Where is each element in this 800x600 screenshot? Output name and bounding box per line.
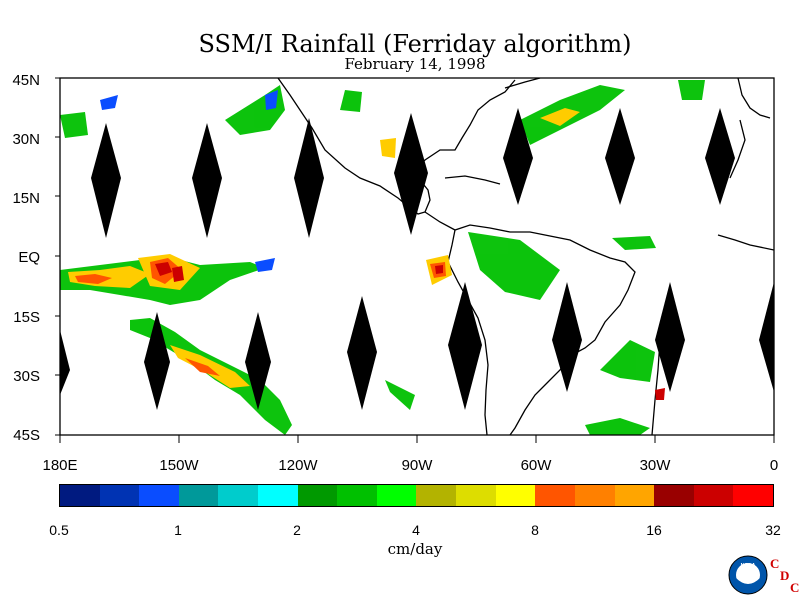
lon-label-60w: 60W: [520, 457, 552, 474]
noaa-logo-text: NOAA: [740, 563, 756, 569]
lat-label-15n: 15N: [12, 190, 40, 207]
colorbar-units: cm/day: [387, 540, 443, 558]
map-date: February 14, 1998: [344, 55, 486, 73]
lat-label-45s: 45S: [13, 427, 40, 444]
colorbar-swatch-16: [693, 485, 734, 506]
cdc-letter-1: C: [770, 556, 780, 571]
colorbar-tick-5: 16: [646, 522, 662, 538]
axis-ticks: [55, 77, 775, 443]
colorbar-tick-1: 1: [174, 522, 182, 538]
colorbar-tick-6: 32: [765, 522, 781, 538]
lat-label-45n: 45N: [12, 72, 40, 89]
colorbar: [59, 484, 774, 507]
colorbar-swatch-17: [733, 485, 773, 506]
map-content: [60, 78, 774, 435]
data-gaps: [60, 108, 774, 410]
rain-blue: [100, 90, 278, 272]
lat-label-eq: EQ: [18, 249, 40, 266]
cdc-letter-2: D: [780, 568, 790, 583]
lon-label-150w: 150W: [159, 457, 199, 474]
lat-label-30n: 30N: [12, 131, 40, 148]
colorbar-swatch-4: [218, 485, 259, 506]
colorbar-swatch-12: [535, 485, 575, 506]
coastlines: [277, 78, 774, 435]
lon-label-0: 0: [769, 457, 779, 474]
colorbar-swatch-3: [178, 485, 219, 506]
colorbar-swatch-0: [60, 485, 100, 506]
lon-label-180e: 180E: [42, 457, 78, 474]
colorbar-swatch-8: [376, 485, 417, 506]
colorbar-tick-0: 0.5: [49, 522, 69, 538]
lat-label-30s: 30S: [13, 368, 40, 385]
lat-label-15s: 15S: [13, 309, 40, 326]
colorbar-swatch-13: [574, 485, 615, 506]
cdc-letter-3: C: [790, 580, 800, 595]
lon-label-90w: 90W: [401, 457, 433, 474]
lon-label-30w: 30W: [639, 457, 671, 474]
colorbar-swatch-14: [614, 485, 655, 506]
colorbar-swatch-10: [456, 485, 496, 506]
colorbar-swatch-6: [297, 485, 338, 506]
colorbar-swatch-15: [654, 485, 694, 506]
colorbar-swatch-1: [99, 485, 140, 506]
colorbar-swatch-2: [139, 485, 179, 506]
colorbar-tick-2: 2: [293, 522, 301, 538]
noaa-logo: [728, 555, 768, 595]
rain-red: [155, 262, 665, 400]
colorbar-swatch-5: [258, 485, 298, 506]
colorbar-swatch-9: [416, 485, 457, 506]
colorbar-swatch-11: [495, 485, 536, 506]
map-title: SSM/I Rainfall (Ferriday algorithm): [198, 30, 632, 58]
colorbar-tick-3: 4: [412, 522, 420, 538]
lon-label-120w: 120W: [278, 457, 318, 474]
colorbar-tick-4: 8: [531, 522, 539, 538]
colorbar-swatch-7: [337, 485, 377, 506]
